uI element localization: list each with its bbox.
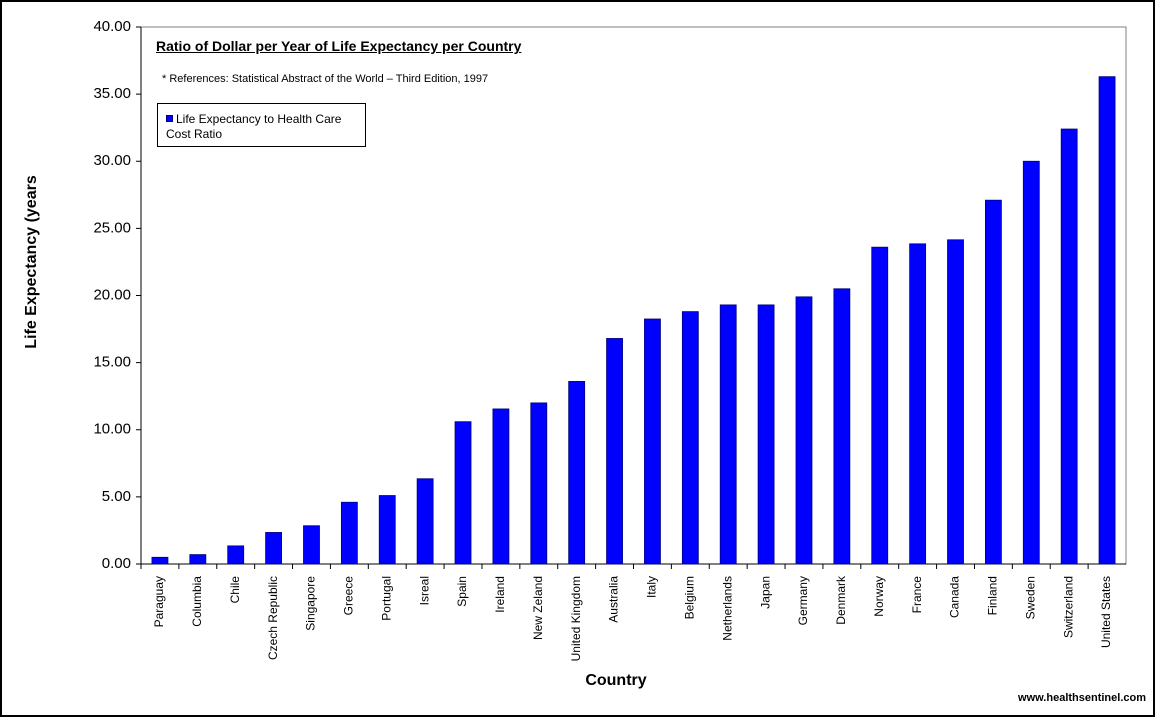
bar <box>1022 160 1040 565</box>
bar <box>303 525 320 565</box>
bar <box>454 421 472 565</box>
bar <box>871 246 889 565</box>
bar <box>795 296 813 565</box>
bar <box>416 478 434 565</box>
y-tick-label: 30.00 <box>93 152 131 169</box>
y-tick-label: 15.00 <box>93 354 131 371</box>
x-tick-label: United States <box>1099 576 1113 648</box>
bar <box>568 381 586 565</box>
legend-label: Life Expectancy to Health Care Cost Rati… <box>166 112 342 141</box>
bar <box>1060 128 1078 565</box>
x-tick-label: Portugal <box>379 576 393 621</box>
y-tick-label: 10.00 <box>93 421 131 438</box>
x-tick-label: Chile <box>228 576 242 604</box>
bar <box>530 402 548 565</box>
bar <box>985 199 1002 565</box>
x-tick-label: Greece <box>342 576 356 616</box>
bar <box>947 239 964 565</box>
x-tick-label: Isreal <box>417 576 431 605</box>
bar <box>227 545 245 565</box>
x-tick-label: Singapore <box>304 576 318 631</box>
y-tick-label: 35.00 <box>93 85 131 102</box>
x-tick-label: Paraguay <box>152 576 166 627</box>
bar <box>378 495 396 565</box>
bar <box>909 243 927 565</box>
x-tick-label: Czech Republic <box>266 576 280 660</box>
x-tick-label: Finland <box>986 576 1000 615</box>
y-tick-label: 5.00 <box>102 488 131 505</box>
y-tick-label: 25.00 <box>93 219 131 236</box>
x-tick-label: Switzerland <box>1061 576 1075 638</box>
y-tick-label: 0.00 <box>102 555 131 572</box>
bar <box>1098 76 1116 565</box>
x-tick-label: Japan <box>758 576 772 609</box>
x-tick-label: Ireland <box>493 576 507 613</box>
x-tick-label: Norway <box>872 576 886 617</box>
y-axis-label: Life Expectancy (years <box>23 175 40 349</box>
bar <box>265 532 282 565</box>
x-axis-label: Country <box>585 672 646 689</box>
bar <box>189 554 207 565</box>
bar <box>151 556 169 565</box>
bar <box>644 318 661 565</box>
x-tick-label: Belgium <box>682 576 696 619</box>
source-credit: www.healthsentinel.com <box>1018 692 1146 704</box>
annotation: * References: Statistical Abstract of th… <box>162 73 489 85</box>
x-tick-label: Canada <box>948 576 962 618</box>
x-tick-label: Italy <box>645 576 659 598</box>
x-tick-label: United Kingdom <box>569 576 583 661</box>
x-tick-label: Germany <box>796 576 810 625</box>
y-tick-label: 20.00 <box>93 286 131 303</box>
bar <box>492 408 510 565</box>
x-tick-label: Columbia <box>190 576 204 627</box>
x-tick-label: Australia <box>607 576 621 623</box>
x-tick-label: Denmark <box>834 575 848 625</box>
x-tick-label: Sweden <box>1023 576 1037 619</box>
x-tick-label: New Zeland <box>531 576 545 640</box>
x-tick-label: Spain <box>455 576 469 607</box>
bar <box>606 338 623 565</box>
legend: Life Expectancy to Health Care Cost Rati… <box>157 103 366 147</box>
y-tick-label: 40.00 <box>93 18 131 35</box>
bar <box>681 311 699 565</box>
x-tick-label: France <box>910 576 924 614</box>
bar <box>833 288 851 565</box>
bar <box>757 304 775 565</box>
bar <box>719 304 737 565</box>
chart-title: Ratio of Dollar per Year of Life Expecta… <box>156 38 522 54</box>
legend-swatch <box>166 115 173 122</box>
bar <box>340 501 358 565</box>
x-tick-label: Netherlands <box>720 576 734 641</box>
